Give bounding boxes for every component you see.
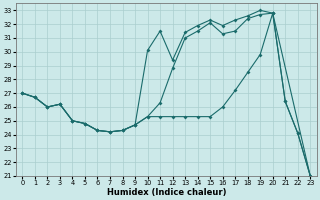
X-axis label: Humidex (Indice chaleur): Humidex (Indice chaleur) bbox=[107, 188, 226, 197]
